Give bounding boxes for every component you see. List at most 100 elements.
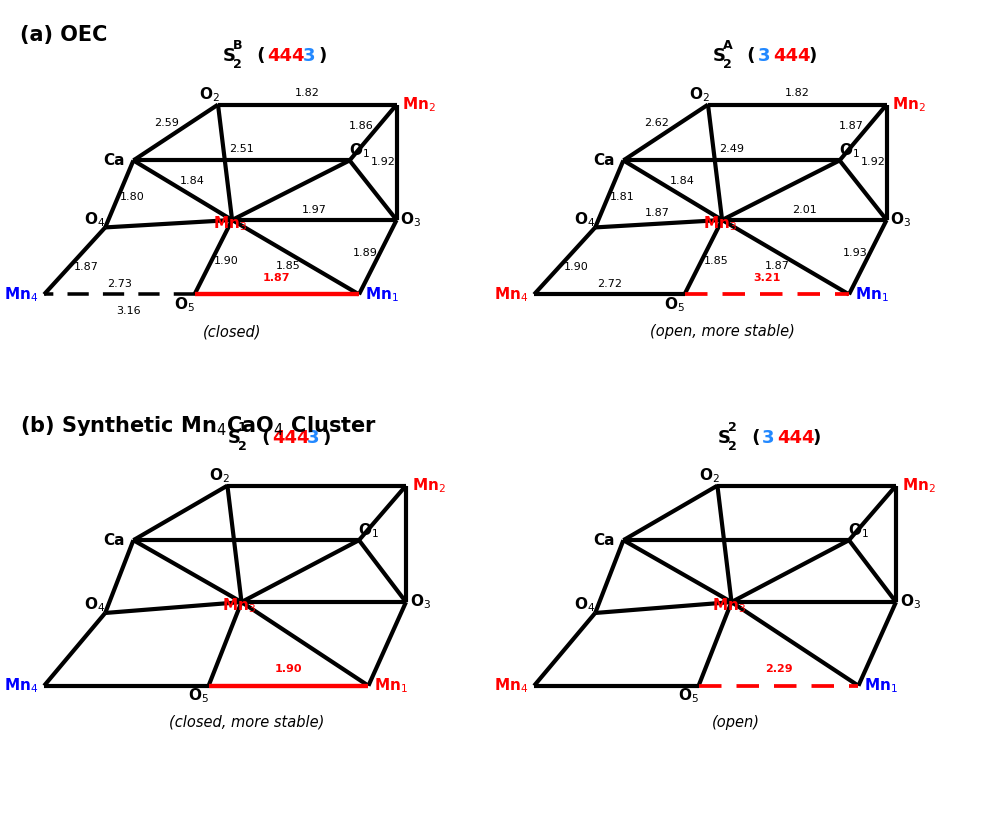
- Text: 1.85: 1.85: [275, 261, 300, 270]
- Text: O$_{2}$: O$_{2}$: [209, 466, 229, 485]
- Text: O$_{1}$: O$_{1}$: [848, 522, 869, 541]
- Text: 1.87: 1.87: [263, 273, 290, 283]
- Text: Mn$_{1}$: Mn$_{1}$: [374, 676, 408, 696]
- Text: Ca: Ca: [103, 153, 124, 168]
- Text: 2.29: 2.29: [765, 664, 792, 674]
- Text: 1.87: 1.87: [645, 208, 670, 218]
- Text: Mn$_{3}$: Mn$_{3}$: [712, 596, 746, 615]
- Text: S: S: [713, 47, 726, 65]
- Text: 2: 2: [728, 421, 737, 434]
- Text: O$_{3}$: O$_{3}$: [900, 593, 921, 611]
- Text: S: S: [717, 429, 730, 447]
- Text: Ca: Ca: [593, 153, 614, 168]
- Text: O$_{5}$: O$_{5}$: [678, 686, 699, 705]
- Text: 1.80: 1.80: [119, 192, 144, 203]
- Text: O$_{1}$: O$_{1}$: [358, 522, 379, 541]
- Text: O$_{4}$: O$_{4}$: [84, 595, 105, 614]
- Text: O$_{3}$: O$_{3}$: [890, 211, 911, 229]
- Text: (: (: [746, 429, 760, 447]
- Text: 3.16: 3.16: [116, 306, 141, 316]
- Text: (closed, more stable): (closed, more stable): [169, 715, 324, 729]
- Text: O$_{5}$: O$_{5}$: [174, 295, 195, 314]
- Text: 2.73: 2.73: [107, 279, 132, 289]
- Text: O$_{4}$: O$_{4}$: [574, 595, 595, 614]
- Text: 1.90: 1.90: [275, 664, 302, 674]
- Text: 444: 444: [272, 429, 310, 447]
- Text: 1.90: 1.90: [214, 256, 239, 266]
- Text: 3: 3: [757, 47, 770, 65]
- Text: O$_{2}$: O$_{2}$: [689, 85, 710, 103]
- Text: Mn$_{3}$: Mn$_{3}$: [703, 214, 737, 233]
- Text: 444: 444: [267, 47, 305, 65]
- Text: 1.87: 1.87: [74, 262, 99, 272]
- Text: O$_{3}$: O$_{3}$: [400, 211, 421, 229]
- Text: 1.81: 1.81: [609, 192, 634, 203]
- Text: 1.84: 1.84: [669, 175, 694, 186]
- Text: 1.85: 1.85: [704, 256, 729, 266]
- Text: Mn$_{1}$: Mn$_{1}$: [864, 676, 898, 696]
- Text: (: (: [741, 47, 755, 65]
- Text: 1.89: 1.89: [353, 248, 378, 258]
- Text: (open): (open): [712, 715, 760, 729]
- Text: O$_{1}$: O$_{1}$: [839, 141, 859, 160]
- Text: (: (: [256, 429, 270, 447]
- Text: O$_{1}$: O$_{1}$: [349, 141, 369, 160]
- Text: 2.01: 2.01: [792, 204, 817, 214]
- Text: S: S: [223, 47, 236, 65]
- Text: Ca: Ca: [103, 533, 124, 547]
- Text: Ca: Ca: [593, 533, 614, 547]
- Text: Mn$_{4}$: Mn$_{4}$: [4, 285, 39, 304]
- Text: 444: 444: [773, 47, 810, 65]
- Text: (b) Synthetic Mn$_4$CaO$_4$ Cluster: (b) Synthetic Mn$_4$CaO$_4$ Cluster: [20, 414, 377, 437]
- Text: 1.90: 1.90: [564, 262, 588, 272]
- Text: 1.97: 1.97: [302, 204, 327, 214]
- Text: 444: 444: [778, 429, 815, 447]
- Text: Mn$_{2}$: Mn$_{2}$: [892, 95, 926, 114]
- Text: 1.87: 1.87: [765, 261, 790, 270]
- Text: 2.62: 2.62: [644, 118, 669, 128]
- Text: 1.92: 1.92: [371, 157, 396, 167]
- Text: 2.72: 2.72: [597, 279, 622, 289]
- Text: Mn$_{3}$: Mn$_{3}$: [213, 214, 247, 233]
- Text: B: B: [233, 39, 243, 51]
- Text: 2: 2: [723, 58, 732, 71]
- Text: 3: 3: [307, 429, 320, 447]
- Text: O$_{5}$: O$_{5}$: [664, 295, 685, 314]
- Text: 3: 3: [303, 47, 315, 65]
- Text: Mn$_{4}$: Mn$_{4}$: [494, 285, 529, 304]
- Text: Mn$_{4}$: Mn$_{4}$: [4, 676, 39, 696]
- Text: (: (: [251, 47, 265, 65]
- Text: (open, more stable): (open, more stable): [650, 324, 795, 339]
- Text: 1.84: 1.84: [179, 175, 204, 186]
- Text: O$_{3}$: O$_{3}$: [410, 593, 431, 611]
- Text: 1.93: 1.93: [843, 248, 868, 258]
- Text: 1.82: 1.82: [785, 88, 810, 98]
- Text: Mn$_{2}$: Mn$_{2}$: [902, 476, 935, 495]
- Text: 3.21: 3.21: [753, 273, 780, 283]
- Text: Mn$_{2}$: Mn$_{2}$: [402, 95, 436, 114]
- Text: O$_{4}$: O$_{4}$: [574, 210, 595, 228]
- Text: ): ): [323, 429, 331, 447]
- Text: ): ): [318, 47, 326, 65]
- Text: 2.51: 2.51: [229, 144, 254, 155]
- Text: 2: 2: [233, 58, 242, 71]
- Text: 1: 1: [238, 421, 246, 434]
- Text: 2.49: 2.49: [719, 144, 744, 155]
- Text: 3: 3: [762, 429, 775, 447]
- Text: Mn$_{4}$: Mn$_{4}$: [494, 676, 529, 696]
- Text: 1.86: 1.86: [349, 122, 374, 131]
- Text: 2: 2: [238, 440, 247, 453]
- Text: 1.92: 1.92: [861, 157, 886, 167]
- Text: 2: 2: [728, 440, 737, 453]
- Text: S: S: [227, 429, 240, 447]
- Text: O$_{5}$: O$_{5}$: [188, 686, 209, 705]
- Text: ): ): [813, 429, 821, 447]
- Text: Mn$_{1}$: Mn$_{1}$: [365, 285, 399, 304]
- Text: 2.59: 2.59: [154, 118, 179, 128]
- Text: (a) OEC: (a) OEC: [20, 25, 107, 45]
- Text: A: A: [723, 39, 733, 51]
- Text: 1.87: 1.87: [839, 122, 864, 131]
- Text: Mn$_{2}$: Mn$_{2}$: [412, 476, 445, 495]
- Text: O$_{4}$: O$_{4}$: [84, 210, 105, 228]
- Text: ): ): [808, 47, 816, 65]
